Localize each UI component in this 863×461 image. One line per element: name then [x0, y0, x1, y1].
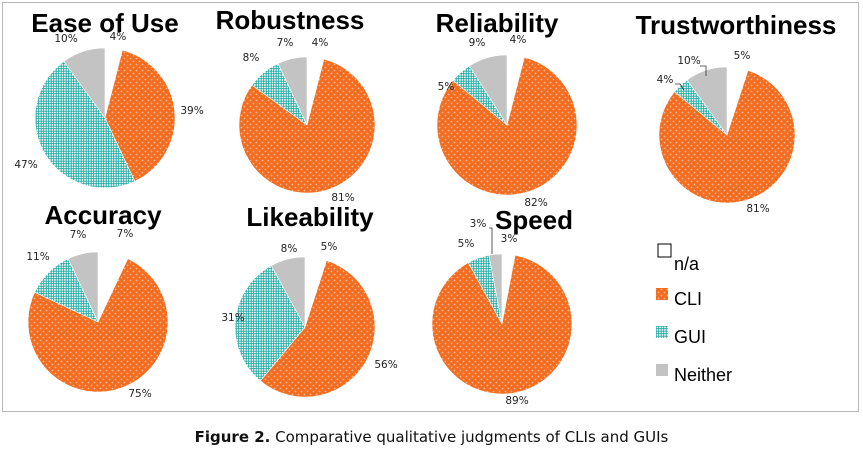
data-label-na: 4% [312, 37, 329, 49]
chart-title: Ease of Use [31, 8, 178, 38]
data-label-neither: 10% [677, 55, 700, 67]
slice-cli [27, 258, 169, 393]
data-label-na: 4% [110, 31, 127, 43]
chart-title: Reliability [436, 8, 559, 38]
data-label-gui: 5% [438, 81, 455, 93]
slice-na [98, 252, 128, 322]
slice-cli [436, 56, 578, 196]
chart-title: Accuracy [44, 200, 162, 230]
legend-item-na: n/a [657, 243, 700, 274]
chart-title: Likeability [246, 202, 374, 232]
legend-swatch-na [657, 243, 672, 258]
slice-cli [104, 49, 176, 182]
data-label-gui: 4% [657, 74, 674, 86]
legend-item-neither: Neither [656, 364, 732, 385]
slice-neither [277, 56, 308, 126]
chart-title: Trustworthiness [636, 10, 837, 40]
chart-title: Speed [495, 205, 573, 235]
legend-label-gui: GUI [674, 327, 706, 347]
legend-item-cli: CLI [656, 288, 702, 309]
data-label-neither: 7% [277, 37, 294, 49]
data-label-neither: 3% [470, 218, 487, 230]
caption-text: Comparative qualitative judgments of CLI… [275, 428, 669, 446]
data-label-cli: 39% [180, 105, 203, 117]
pie-chart-likeability: Likeability 5% 56% 31% 8% [221, 202, 398, 398]
slice-gui [234, 265, 306, 382]
data-label-cli: 81% [746, 203, 769, 215]
pie-chart-trustworthiness: Trustworthiness 5% 81% 4%10% [636, 10, 837, 215]
data-label-na: 7% [117, 228, 134, 240]
data-label-na: 4% [510, 34, 527, 46]
slice-neither [63, 47, 106, 119]
slice-neither [270, 256, 306, 328]
legend-swatch-gui [656, 326, 668, 338]
legend-swatch-neither [656, 364, 668, 376]
data-label-cli: 89% [505, 395, 528, 407]
data-label-na: 3% [501, 233, 518, 245]
leader-line [700, 65, 707, 76]
slice-gui [34, 60, 136, 189]
legend-label-neither: Neither [674, 365, 732, 385]
leader-line [489, 227, 493, 254]
legend-swatch-cli [656, 288, 668, 300]
legend-label-cli: CLI [674, 289, 702, 309]
data-label-gui: 47% [14, 159, 37, 171]
pie-chart-robustness: Robustness 4% 81% 8% 7% [216, 5, 376, 204]
legend-item-gui: GUI [656, 326, 706, 347]
data-label-na: 5% [321, 241, 338, 253]
slice-neither [488, 253, 503, 325]
data-label-gui: 31% [221, 312, 244, 324]
slice-cli [259, 260, 376, 398]
data-label-neither: 7% [70, 229, 87, 241]
slice-cli [658, 69, 796, 204]
data-label-na: 5% [734, 50, 751, 62]
legend: n/a CLI GUI Neither [656, 243, 732, 385]
data-label-neither: 9% [469, 37, 486, 49]
slice-neither [67, 251, 99, 323]
data-label-neither: 8% [281, 243, 298, 255]
data-label-cli: 82% [524, 197, 547, 209]
data-label-cli: 56% [374, 359, 397, 371]
slice-neither [469, 54, 508, 127]
data-label-gui: 8% [243, 52, 260, 64]
data-label-cli: 81% [331, 192, 354, 204]
figure-frame [2, 2, 859, 412]
legend-label-na: n/a [674, 254, 700, 274]
pie-charts-figure: Ease of Use4%39%47%10%Robustness4%81%8%7… [14, 5, 837, 407]
figure-caption: Figure 2. Comparative qualitative judgme… [0, 428, 863, 446]
data-label-gui: 5% [458, 238, 475, 250]
caption-label: Figure 2. [194, 428, 271, 446]
chart-title: Robustness [216, 5, 365, 35]
data-label-cli: 75% [128, 388, 151, 400]
slice-cli [238, 58, 376, 194]
slice-cli [431, 254, 573, 395]
leader-line [675, 83, 685, 91]
data-label-neither: 10% [54, 33, 77, 45]
data-label-gui: 11% [26, 251, 49, 263]
